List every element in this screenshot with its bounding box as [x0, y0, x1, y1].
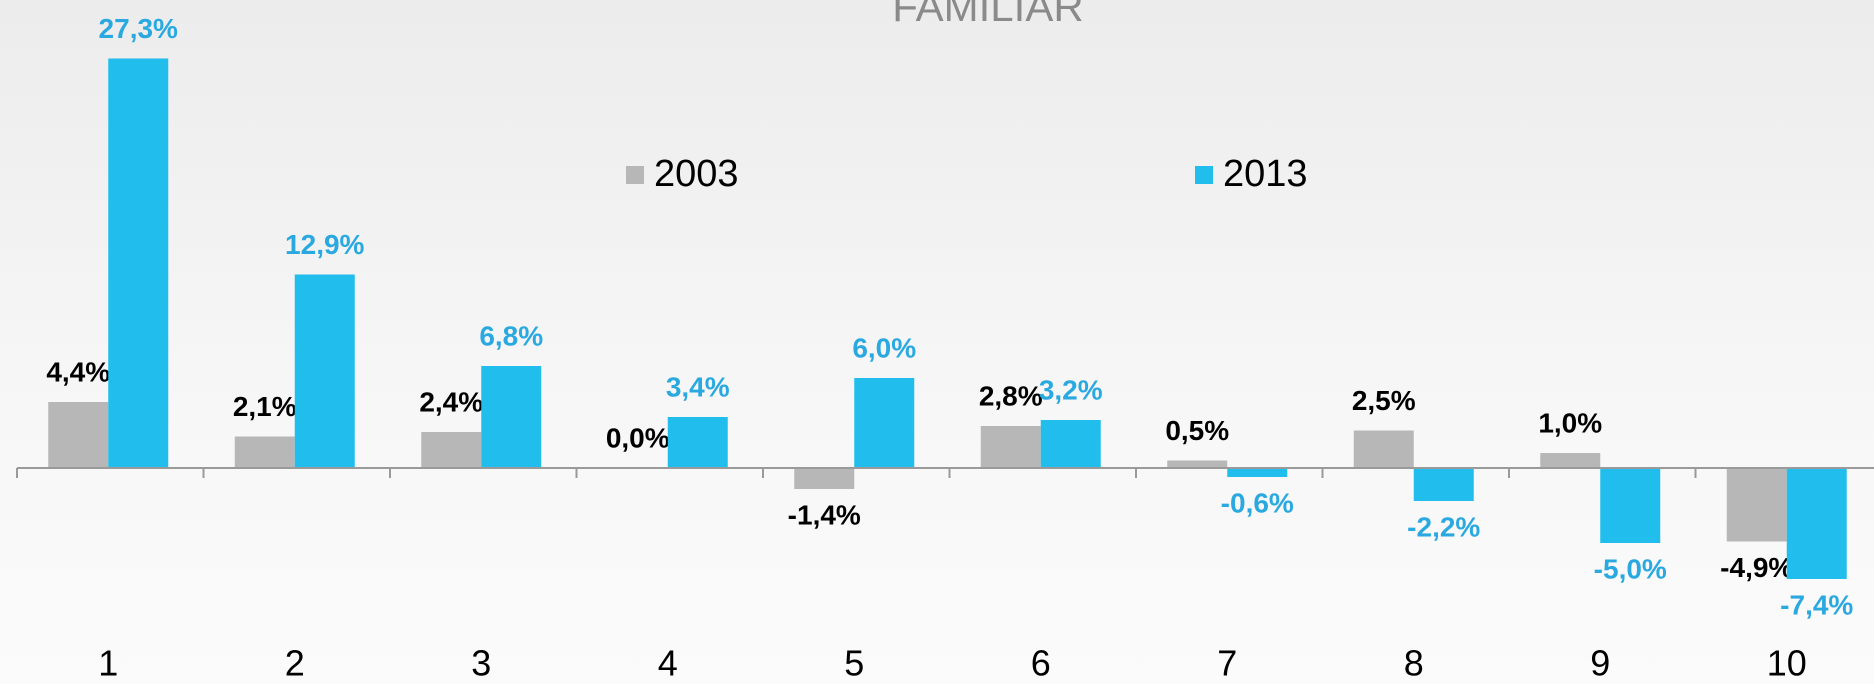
x-tick-label: 7 — [1217, 643, 1237, 684]
bar — [1227, 468, 1288, 477]
bar — [1353, 430, 1414, 468]
bar — [421, 432, 482, 468]
value-label: 3,4% — [666, 371, 730, 402]
value-label: 2,8% — [979, 380, 1043, 411]
value-label: -0,6% — [1221, 487, 1294, 518]
chart-title: FAMILIAR — [892, 0, 1083, 30]
x-tick-label: 3 — [471, 643, 491, 684]
value-label: 1,0% — [1538, 407, 1602, 438]
value-label: 27,3% — [99, 13, 178, 44]
value-label: 2,5% — [1352, 385, 1416, 416]
value-label: 0,0% — [606, 422, 670, 453]
value-label: 6,0% — [852, 332, 916, 363]
bar — [294, 274, 355, 468]
legend-label: 2013 — [1223, 153, 1308, 195]
legend-label: 2003 — [654, 153, 739, 195]
bar — [234, 436, 295, 468]
x-tick-label: 6 — [1031, 643, 1051, 684]
value-label: -7,4% — [1780, 589, 1853, 620]
bar — [1540, 453, 1601, 468]
bar — [854, 378, 915, 468]
value-label: -1,4% — [788, 499, 861, 530]
legend-swatch — [626, 166, 644, 184]
bar — [108, 58, 169, 468]
x-tick-label: 5 — [844, 643, 864, 684]
bar — [1040, 420, 1101, 468]
bar — [667, 417, 728, 468]
x-tick-label: 4 — [658, 643, 678, 684]
x-tick-label: 9 — [1590, 643, 1610, 684]
value-label: 4,4% — [46, 356, 110, 387]
value-label: 2,1% — [233, 391, 297, 422]
bar — [1786, 468, 1847, 579]
value-label: -2,2% — [1407, 511, 1480, 542]
x-tick-label: 8 — [1404, 643, 1424, 684]
value-label: 0,5% — [1165, 415, 1229, 446]
value-label: 2,4% — [419, 386, 483, 417]
value-label: 6,8% — [479, 320, 543, 351]
bar — [48, 402, 109, 468]
x-tick-label: 2 — [285, 643, 305, 684]
bar — [1413, 468, 1474, 501]
value-label: -4,9% — [1720, 552, 1793, 583]
value-label: 3,2% — [1039, 374, 1103, 405]
x-tick-label: 10 — [1767, 643, 1807, 684]
value-label: 12,9% — [285, 229, 364, 260]
bar — [1600, 468, 1661, 543]
x-tick-label: 1 — [98, 643, 118, 684]
bar — [980, 426, 1041, 468]
bar — [481, 366, 542, 468]
bar — [1726, 468, 1787, 542]
bar — [794, 468, 855, 489]
bar — [1167, 460, 1228, 468]
value-label: -5,0% — [1594, 553, 1667, 584]
legend-swatch — [1195, 166, 1213, 184]
